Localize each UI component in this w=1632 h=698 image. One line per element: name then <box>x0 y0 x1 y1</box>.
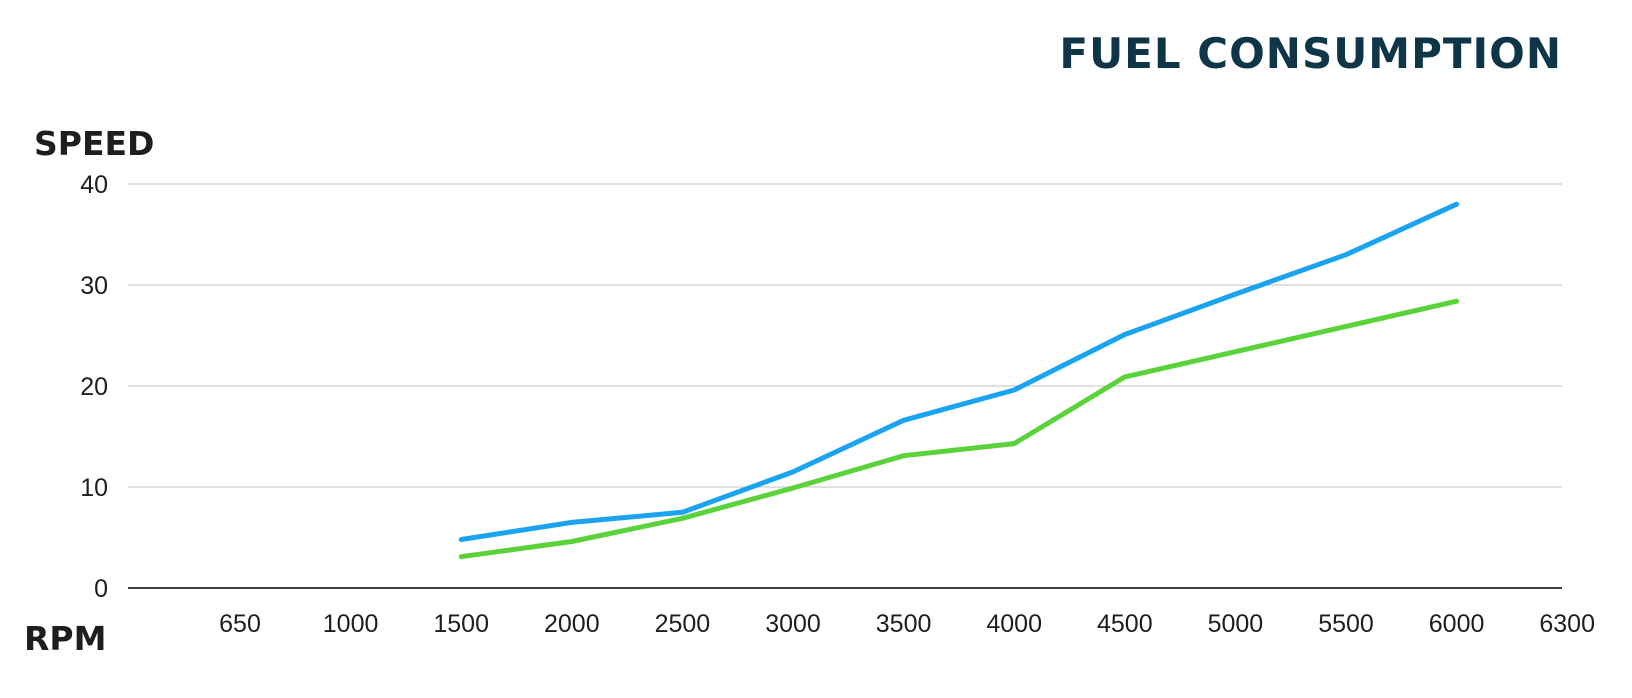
x-tick-label: 2000 <box>544 610 600 638</box>
chart-title: FUEL CONSUMPTION <box>1059 29 1562 78</box>
x-tick-labels: 650 1000 1500 2000 2500 3000 3500 4000 4500 5000 5… <box>219 610 1595 638</box>
series-layer <box>458 201 1460 560</box>
series-line-1 <box>458 201 1460 542</box>
y-axis-title: SPEED <box>34 124 154 163</box>
y-tick-label: 40 <box>80 171 108 199</box>
gridlines <box>128 183 1562 488</box>
x-tick-label: 6000 <box>1429 610 1485 638</box>
y-tick-labels: 0 10 20 30 40 <box>80 171 108 603</box>
x-tick-label: 2500 <box>655 610 711 638</box>
y-tick-label: 20 <box>80 373 108 401</box>
x-tick-label: 4500 <box>1097 610 1153 638</box>
y-tick-label: 30 <box>80 272 108 300</box>
x-tick-label: 6300 <box>1539 610 1595 638</box>
x-tick-label: 1500 <box>433 610 489 638</box>
x-tick-label: 1000 <box>323 610 379 638</box>
x-tick-label: 3500 <box>876 610 932 638</box>
x-tick-label: 5500 <box>1318 610 1374 638</box>
x-tick-label: 4000 <box>986 610 1042 638</box>
y-tick-label: 10 <box>80 474 108 502</box>
x-tick-label: 650 <box>219 610 261 638</box>
x-tick-label: 5000 <box>1208 610 1264 638</box>
x-tick-label: 3000 <box>765 610 821 638</box>
y-tick-label: 0 <box>94 575 108 603</box>
x-axis-title: RPM <box>24 619 106 658</box>
series-line-2 <box>458 298 1460 560</box>
